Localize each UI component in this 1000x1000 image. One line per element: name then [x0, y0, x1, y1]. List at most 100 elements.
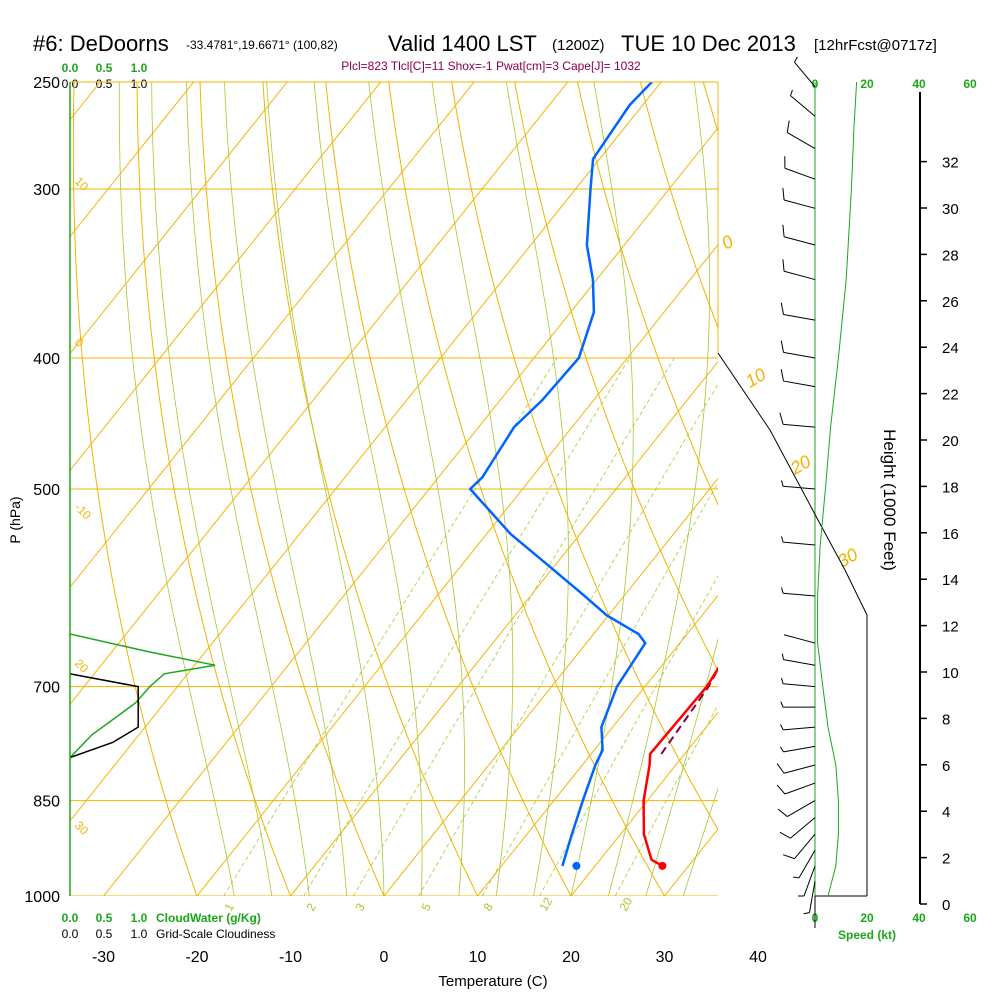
- speed-tick-40-bottom: 40: [912, 911, 926, 925]
- pressure-tick-label: 850: [33, 794, 60, 811]
- wind-barb: [783, 270, 816, 281]
- mixing-ratio-label: 12: [536, 895, 555, 914]
- adiabat-label-20: 20: [72, 656, 92, 676]
- height-tick-label: 12: [942, 619, 959, 636]
- mixing-ratio-line: [614, 704, 718, 896]
- temperature-tick-label: -20: [185, 949, 208, 966]
- wind-barb: [794, 833, 816, 859]
- moist-adiabat-line: [186, 82, 310, 896]
- wind-barb-flag: [780, 724, 784, 731]
- moist-adiabat-line: [570, 82, 634, 896]
- cloud-water-scale-1-bottom: 1.0: [131, 911, 148, 925]
- pressure-axis-title: P (hPa): [7, 496, 23, 543]
- wind-barb: [790, 817, 816, 839]
- adiabat-label-10: 10: [72, 174, 92, 194]
- isotherm-line: [70, 82, 195, 238]
- wind-barb: [783, 236, 816, 246]
- dry-adiabat-line: [514, 82, 718, 672]
- wind-barb-flag: [779, 412, 784, 425]
- speed-axis-label: Speed (kt): [838, 928, 896, 942]
- height-axis-title: Height (1000 Feet): [880, 429, 899, 571]
- height-tick-label: 10: [942, 665, 959, 682]
- wind-barb-flag: [782, 224, 785, 237]
- forecast-run: [12hrFcst@0717z]: [814, 37, 937, 54]
- wind-barb-flag: [803, 912, 810, 915]
- moist-adiabat-line: [608, 82, 710, 896]
- mixing-ratio-line: [539, 575, 718, 896]
- wind-barb: [783, 745, 816, 753]
- wind-barb-flag: [781, 480, 784, 487]
- wind-barb: [787, 132, 816, 149]
- wind-barb: [783, 199, 816, 209]
- dry-adiabat-line: [199, 82, 385, 896]
- height-tick-label: 2: [942, 851, 950, 868]
- utc-time: (1200Z): [552, 37, 605, 54]
- height-tick-label: 18: [942, 479, 959, 496]
- moist-adiabat-line: [151, 82, 273, 896]
- height-tick-label: 8: [942, 711, 950, 728]
- speed-tick-40-top: 40: [912, 77, 926, 91]
- cloud-water-line: [70, 633, 216, 759]
- cloud-water-scale-0-bottom: 0.0: [62, 911, 79, 925]
- wind-barb-flag: [781, 587, 784, 594]
- cloudiness-line: [70, 673, 139, 759]
- pressure-tick-label: 400: [33, 351, 60, 368]
- wind-barb: [783, 659, 816, 666]
- cloud-water-scale-0-top: 0.0: [62, 61, 79, 75]
- adiabat-label-neg10: -10: [72, 500, 94, 522]
- dry-adiabat-line: [577, 82, 718, 506]
- station-title: #6: DeDoorns: [33, 31, 169, 56]
- temperature-tick-label: 20: [562, 949, 580, 966]
- cloudiness-scale-1-bottom: 1.0: [131, 927, 148, 941]
- wind-panel-border: [717, 352, 868, 896]
- wind-barb: [794, 61, 816, 88]
- valid-time: Valid 1400 LST: [388, 31, 537, 56]
- moist-adiabat-line: [368, 82, 465, 896]
- wind-barb: [790, 95, 816, 117]
- cloudiness-scale-05-bottom: 0.5: [96, 927, 113, 941]
- dry-adiabat-line: [829, 82, 1000, 896]
- wind-barb-flag: [790, 89, 793, 96]
- temperature-tick-label: -30: [92, 949, 115, 966]
- wind-barb: [798, 849, 816, 879]
- dry-adiabat-line: [136, 82, 291, 896]
- height-tick-label: 16: [942, 526, 959, 543]
- height-tick-label: 4: [942, 804, 950, 821]
- wind-barb: [784, 782, 816, 795]
- sounding-indices: Plcl=823 Tlcl[C]=11 Shox=-1 Pwat[cm]=3 C…: [341, 59, 641, 73]
- wind-barb: [787, 800, 816, 818]
- profiles-layer: [70, 82, 718, 870]
- wind-barb-flag: [776, 784, 786, 795]
- mixing-ratio-label: 5: [418, 900, 434, 913]
- cloudiness-label: Grid-Scale Cloudiness: [156, 927, 275, 941]
- adiabat-label-30: 30: [72, 818, 92, 838]
- wind-barb-flag: [793, 56, 798, 63]
- wind-barb: [783, 726, 816, 731]
- wind-barb: [783, 634, 816, 644]
- height-tick-label: 0: [942, 897, 950, 914]
- moist-adiabat-line: [266, 82, 385, 896]
- wind-barb-flag: [786, 120, 790, 133]
- isotherm-label-0: 0: [718, 231, 737, 253]
- isotherm-label-20: 20: [786, 451, 814, 479]
- height-tick-label: 32: [942, 155, 959, 172]
- isotherm-line: [0, 82, 7, 896]
- isotherm-line: [852, 82, 1000, 896]
- dry-adiabat-line: [325, 82, 572, 896]
- isotherm-line: [70, 82, 382, 472]
- speed-tick-20-bottom: 20: [860, 911, 874, 925]
- temperature-axis-title: Temperature (C): [438, 973, 547, 990]
- wind-barb-flag: [781, 653, 784, 660]
- wind-barb: [783, 541, 816, 546]
- mixing-ratio-line: [481, 482, 718, 896]
- mixing-ratio-label: 20: [616, 895, 635, 914]
- moist-adiabat-line: [645, 637, 718, 896]
- dry-adiabat-line: [388, 82, 665, 896]
- cloudiness-scale-0-bottom: 0.0: [62, 927, 79, 941]
- dry-adiabat-line: [72, 82, 198, 896]
- wind-barb-flag: [792, 876, 800, 879]
- mixing-ratio-line: [352, 357, 675, 896]
- isotherm-line: [70, 82, 288, 355]
